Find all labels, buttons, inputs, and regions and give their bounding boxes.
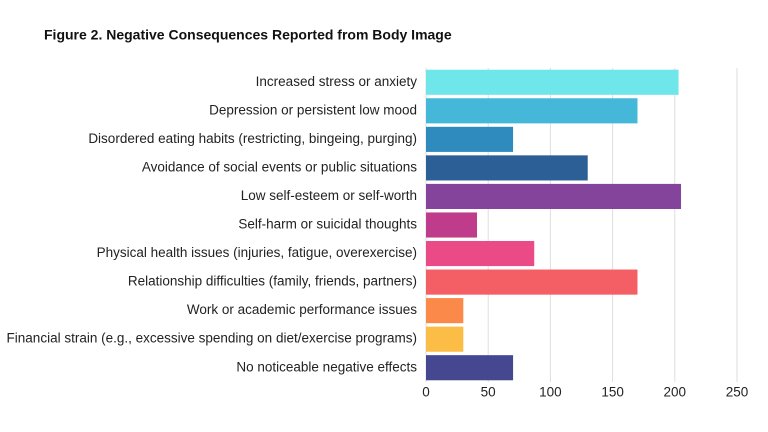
x-tick-label: 100: [539, 385, 562, 400]
bar: [426, 326, 464, 352]
bar: [426, 355, 514, 381]
chart-title: Figure 2. Negative Consequences Reported…: [44, 27, 452, 43]
x-tick-label: 50: [481, 385, 496, 400]
x-tick-label: 200: [664, 385, 687, 400]
y-tick-label: Work or academic performance issues: [187, 302, 417, 317]
y-tick-label: Disordered eating habits (restricting, b…: [88, 131, 417, 146]
x-tick-label: 0: [422, 385, 430, 400]
bar: [426, 298, 464, 324]
bar: [426, 155, 588, 181]
y-tick-label: Financial strain (e.g., excessive spendi…: [7, 331, 417, 346]
y-tick-label: Physical health issues (injuries, fatigu…: [97, 245, 417, 260]
y-tick-label: Depression or persistent low mood: [209, 102, 417, 117]
bar: [426, 69, 679, 95]
y-tick-label: Low self-esteem or self-worth: [241, 188, 417, 203]
bar: [426, 183, 682, 210]
y-tick-label: Increased stress or anxiety: [256, 74, 418, 89]
x-tick-label: 150: [601, 385, 624, 400]
y-tick-label: No noticeable negative effects: [236, 359, 417, 374]
bar: [426, 98, 638, 124]
bar: [426, 240, 535, 267]
y-tick-label: Relationship difficulties (family, frien…: [128, 274, 417, 289]
bar: [426, 212, 478, 238]
bar: [426, 269, 638, 295]
y-tick-label: Self-harm or suicidal thoughts: [238, 217, 417, 232]
x-tick-label: 250: [726, 385, 749, 400]
bar: [426, 126, 514, 152]
y-tick-label: Avoidance of social events or public sit…: [142, 159, 417, 174]
